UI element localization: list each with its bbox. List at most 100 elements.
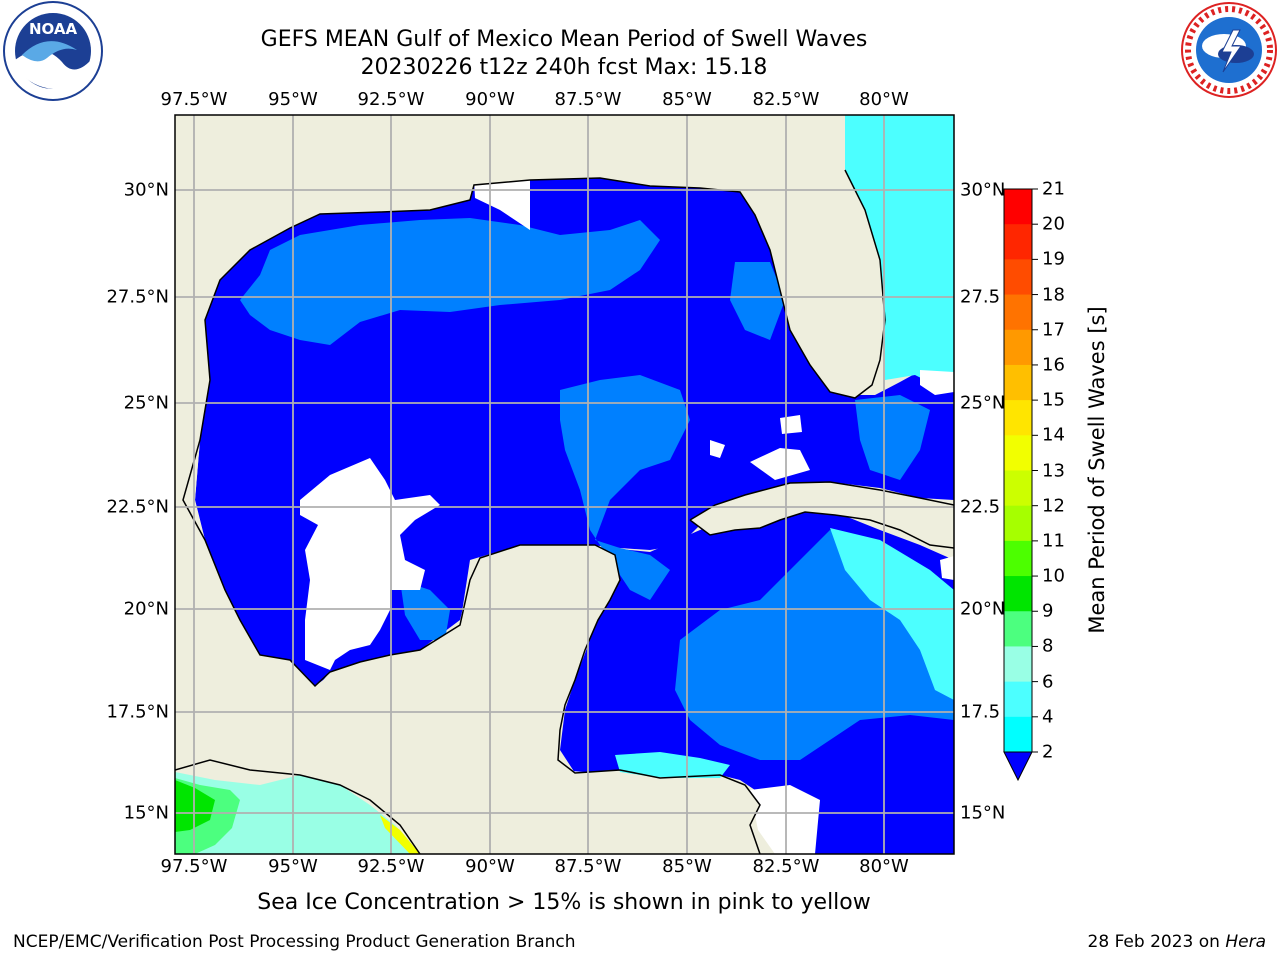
lon-label-top: 97.5°W xyxy=(160,89,228,110)
lat-label-left: 22.5°N xyxy=(106,496,169,518)
long-period-caribbean xyxy=(830,528,954,700)
date-stamp: 28 Feb 2023 on Hera xyxy=(1088,932,1266,952)
colorbar-extend-arrow xyxy=(1003,751,1033,782)
colorbar-swatch xyxy=(1004,611,1032,647)
long-period-honduras xyxy=(615,752,730,778)
date-text: 28 Feb 2023 on xyxy=(1087,932,1226,952)
colorbar-swatch xyxy=(1004,224,1032,260)
lon-label-bottom: 97.5°W xyxy=(160,856,228,877)
colorbar-tick-label: 15 xyxy=(1042,389,1065,411)
map-grid xyxy=(175,115,954,854)
colorbar-tick-label: 18 xyxy=(1042,284,1065,306)
lon-label-top: 87.5°W xyxy=(554,89,622,110)
lat-label-left: 15°N xyxy=(123,802,169,824)
colorbar-title: Mean Period of Swell Waves [s] xyxy=(1085,306,1109,634)
colorbar-tick-label: 20 xyxy=(1042,213,1065,235)
colorbar-swatch xyxy=(1004,716,1032,753)
colorbar-swatch xyxy=(1004,294,1032,331)
cuba-land xyxy=(690,482,954,548)
lon-label-top: 85°W xyxy=(662,89,712,110)
no-data-cuba-east xyxy=(940,556,954,580)
mid-period-center xyxy=(560,375,690,600)
cuba-coastline xyxy=(689,481,954,549)
colorbar-tick-label: 17 xyxy=(1042,319,1065,341)
lon-label-bottom: 87.5°W xyxy=(554,856,622,877)
colorbar-swatch xyxy=(1004,259,1032,296)
no-data-keys xyxy=(780,415,802,434)
pacific-yellow-edge xyxy=(380,815,420,854)
colorbar-tick-label: 21 xyxy=(1042,178,1065,200)
lon-label-bottom: 82.5°W xyxy=(752,856,820,877)
florida-land xyxy=(740,185,882,398)
yucatan-land xyxy=(230,545,620,820)
colorbar-tick-label: 19 xyxy=(1042,248,1065,270)
lat-label-left: 17.5°N xyxy=(106,701,169,723)
colorbar-tick-label: 8 xyxy=(1042,635,1054,657)
colorbar-swatch xyxy=(1004,329,1032,366)
no-data-caribbean-south xyxy=(750,785,820,854)
colorbar-swatch xyxy=(1004,400,1032,436)
pacific-green-2 xyxy=(175,780,215,832)
long-period-atlantic xyxy=(845,115,954,385)
colorbar-swatch xyxy=(1004,435,1032,471)
lat-label-right: 17.5 xyxy=(960,701,1001,723)
lat-label-left: 30°N xyxy=(123,179,169,201)
colorbar-tick-label: 10 xyxy=(1042,565,1065,587)
lat-label-right: 20°N xyxy=(960,598,1006,620)
colorbar-tick-label: 2 xyxy=(1042,741,1054,763)
no-data-bahamas xyxy=(920,370,954,395)
lon-label-bottom: 90°W xyxy=(465,856,515,877)
lon-label-top: 80°W xyxy=(859,89,909,110)
mid-period-gulf-bay xyxy=(400,580,450,640)
chart-subtitle: 20230226 t12z 240h fcst Max: 15.18 xyxy=(360,55,768,80)
lon-label-bottom: 92.5°W xyxy=(357,856,425,877)
lon-label-bottom: 85°W xyxy=(662,856,712,877)
colorbar-tick-label: 12 xyxy=(1042,495,1065,517)
credit-text: NCEP/EMC/Verification Post Processing Pr… xyxy=(13,932,576,952)
colorbar-tick-label: 16 xyxy=(1042,354,1065,376)
colorbar-tick-label: 4 xyxy=(1042,706,1054,728)
nws-logo-icon xyxy=(1181,2,1277,98)
colorbar xyxy=(1003,188,1038,782)
colorbar-swatch xyxy=(1004,646,1032,683)
no-data-north-coast xyxy=(474,180,530,230)
colorbar-swatch xyxy=(1004,576,1032,612)
mid-period-north xyxy=(240,218,660,345)
host-name: Hera xyxy=(1225,932,1266,952)
lon-label-bottom: 95°W xyxy=(268,856,318,877)
lon-label-top: 82.5°W xyxy=(752,89,820,110)
lat-label-left: 20°N xyxy=(123,598,169,620)
sea-ice-note: Sea Ice Concentration > 15% is shown in … xyxy=(257,890,871,915)
colorbar-tick-label: 6 xyxy=(1042,671,1054,693)
lat-label-right: 27.5 xyxy=(960,286,1001,308)
no-data-central xyxy=(710,440,725,458)
colorbar-swatch xyxy=(1004,681,1032,718)
colorbar-tick-label: 11 xyxy=(1042,530,1065,552)
colorbar-swatch xyxy=(1004,505,1032,542)
lat-label-left: 27.5°N xyxy=(106,286,169,308)
lat-label-right: 22.5 xyxy=(960,496,1001,518)
lat-label-right: 30°N xyxy=(960,179,1006,201)
chart-title: GEFS MEAN Gulf of Mexico Mean Period of … xyxy=(260,27,868,52)
mid-period-east xyxy=(730,262,785,340)
gulf-coastline xyxy=(182,169,886,854)
noaa-logo-icon: NOAA xyxy=(3,1,103,101)
no-data-bay-of-campeche xyxy=(300,458,440,670)
map-frame xyxy=(174,114,955,855)
no-data-yucatan xyxy=(750,448,810,480)
colorbar-swatch xyxy=(1004,189,1032,225)
lon-label-top: 90°W xyxy=(465,89,515,110)
colorbar-swatch xyxy=(1004,540,1032,577)
colorbar-swatch xyxy=(1004,470,1032,507)
colorbar-swatch xyxy=(1004,364,1032,401)
colorbar-tick-label: 13 xyxy=(1042,460,1065,481)
lat-label-right: 15°N xyxy=(960,802,1006,824)
mexico-west-land xyxy=(175,115,845,770)
lat-label-right: 25°N xyxy=(960,392,1006,414)
pacific-coastline xyxy=(175,759,421,854)
lon-label-bottom: 80°W xyxy=(859,856,909,877)
colorbar-tick-label: 9 xyxy=(1042,600,1054,622)
colorbar-tick-label: 14 xyxy=(1042,424,1065,446)
lat-label-left: 25°N xyxy=(123,392,169,414)
